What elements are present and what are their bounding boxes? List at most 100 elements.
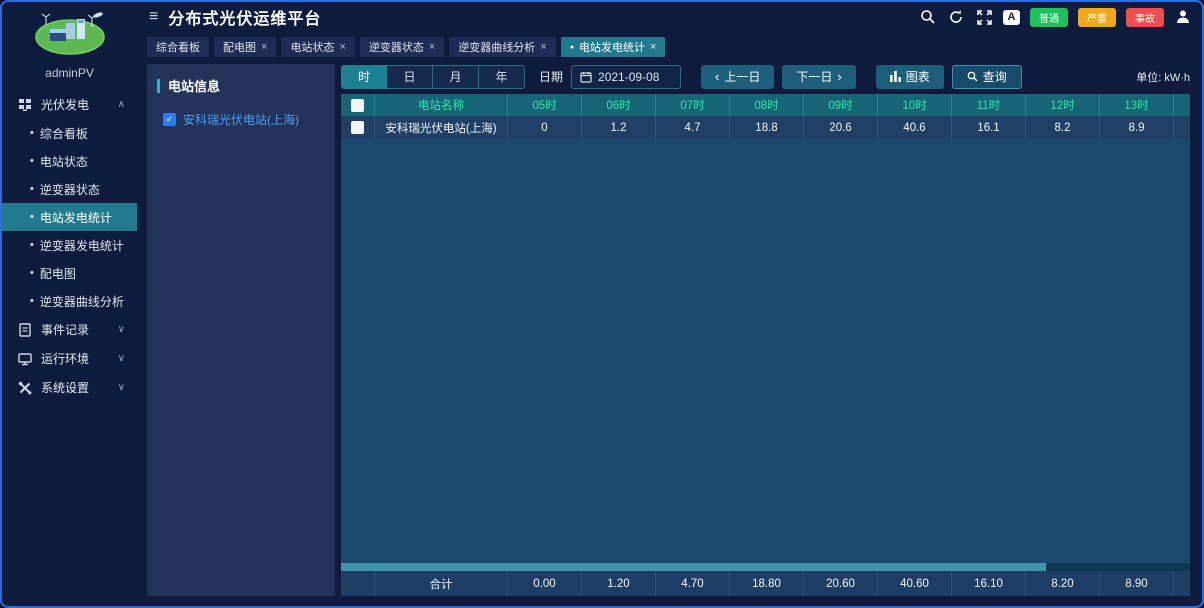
- period-hour-button[interactable]: 时: [341, 64, 387, 89]
- next-day-button[interactable]: 下一日 ›: [782, 64, 856, 89]
- solar-panel-icon: [18, 98, 32, 112]
- app-logo: [2, 2, 137, 60]
- tab-dashboard[interactable]: 综合看板: [147, 37, 209, 57]
- totals-cell-11: 16.10: [952, 571, 1026, 596]
- table-totals-row: 合计 0.00 1.20 4.70 18.80 20.60 40.60 16.1…: [341, 571, 1190, 596]
- header-cell-07: 07时: [656, 94, 730, 116]
- sidebar-item-label: 综合看板: [39, 126, 88, 141]
- refresh-icon[interactable]: [947, 8, 965, 26]
- sidebar-item-label: 电站发电统计: [39, 210, 112, 225]
- sidebar-item-inverter-curve-analysis[interactable]: • 逆变器曲线分析: [2, 287, 137, 315]
- sidebar-section-operating-environment[interactable]: 运行环境 ∨: [2, 344, 137, 373]
- row-cell-11: 16.1: [952, 116, 1026, 139]
- font-size-icon[interactable]: A: [1003, 9, 1020, 25]
- date-input[interactable]: 2021-09-08: [571, 64, 682, 89]
- work-area: 时 日 月 年 日期 2021-09-08 ‹ 上一日: [341, 64, 1190, 596]
- title-accent-bar: [157, 78, 160, 93]
- checkbox-checked-icon[interactable]: ✓: [163, 113, 176, 126]
- row-cell-12: 8.2: [1026, 116, 1100, 139]
- select-all-checkbox[interactable]: [351, 98, 364, 112]
- totals-label: 合计: [375, 571, 508, 596]
- period-month-button[interactable]: 月: [433, 64, 479, 89]
- tab-inverter-status[interactable]: 逆变器状态 ×: [359, 37, 445, 57]
- sidebar-item-station-status[interactable]: • 电站状态: [2, 147, 137, 175]
- sidebar-item-inverter-generation-stats[interactable]: • 逆变器发电统计: [2, 231, 137, 259]
- sidebar-item-label: 逆变器曲线分析: [39, 294, 124, 309]
- row-cell-06: 1.2: [582, 116, 656, 139]
- station-info-panel: 电站信息 ✓ 安科瑞光伏电站(上海): [147, 64, 335, 596]
- period-segmented-control: 时 日 月 年: [341, 64, 525, 89]
- tab-distribution-diagram[interactable]: 配电图 ×: [214, 37, 277, 57]
- close-icon[interactable]: ×: [339, 41, 346, 53]
- close-icon[interactable]: ×: [261, 41, 268, 53]
- date-label: 日期: [539, 70, 564, 84]
- sidebar: adminPV 光伏发电 ∧ • 综合看板 • 电站状态 • 逆变器状态: [2, 2, 137, 606]
- period-year-button[interactable]: 年: [479, 64, 525, 89]
- tab-inverter-curve-analysis[interactable]: 逆变器曲线分析 ×: [449, 37, 556, 57]
- tools-icon: [18, 381, 32, 395]
- period-day-button[interactable]: 日: [387, 64, 433, 89]
- scrollbar-thumb[interactable]: [341, 563, 1046, 571]
- previous-day-label: 上一日: [724, 70, 761, 84]
- previous-day-button[interactable]: ‹ 上一日: [701, 64, 775, 89]
- main-area: ≡ 分布式光伏运维平台 A 普通 严重 事故: [137, 2, 1202, 606]
- header-cell-checkbox: [341, 94, 375, 116]
- close-icon[interactable]: ×: [649, 41, 657, 53]
- chevron-right-icon: ›: [837, 69, 842, 84]
- sidebar-item-label: 配电图: [39, 266, 76, 281]
- header-cell-14: 14时: [1174, 94, 1190, 116]
- alarm-badge-normal[interactable]: 普通: [1030, 7, 1068, 27]
- query-button[interactable]: 查询: [951, 64, 1022, 89]
- fullscreen-icon[interactable]: [975, 8, 993, 26]
- header-cell-06: 06时: [582, 94, 656, 116]
- sidebar-section-system-settings[interactable]: 系统设置 ∨: [2, 373, 137, 402]
- alarm-badge-accident[interactable]: 事故: [1126, 7, 1164, 27]
- sidebar-item-inverter-status[interactable]: • 逆变器状态: [2, 175, 137, 203]
- bullet-icon: •: [30, 183, 34, 195]
- table-row: 安科瑞光伏电站(上海) 0 1.2 4.7 18.8 20.6 40.6 16.…: [341, 116, 1190, 139]
- row-checkbox[interactable]: [351, 121, 364, 134]
- alarm-badge-severe[interactable]: 严重: [1078, 7, 1116, 27]
- chevron-left-icon: ‹: [715, 69, 720, 84]
- tab-label: 逆变器状态: [368, 42, 424, 54]
- tab-label: 配电图: [223, 42, 256, 54]
- close-icon[interactable]: ×: [540, 41, 547, 53]
- totals-cell-07: 4.70: [656, 571, 730, 596]
- bullet-icon: •: [30, 127, 34, 139]
- header-cell-09: 09时: [804, 94, 878, 116]
- close-icon[interactable]: ×: [428, 41, 436, 53]
- sidebar-nav: 光伏发电 ∧ • 综合看板 • 电站状态 • 逆变器状态 • 电站发电统计 • …: [2, 90, 137, 606]
- header-cell-05: 05时: [508, 94, 582, 116]
- query-toolbar: 时 日 月 年 日期 2021-09-08 ‹ 上一日: [341, 64, 1190, 89]
- header-cell-13: 13时: [1100, 94, 1174, 116]
- user-icon[interactable]: [1174, 8, 1192, 26]
- tab-label: 逆变器曲线分析: [458, 42, 536, 54]
- sidebar-item-dashboard[interactable]: • 综合看板: [2, 119, 137, 147]
- table-empty-area: [341, 139, 1190, 563]
- station-checkbox-item[interactable]: ✓ 安科瑞光伏电站(上海): [157, 111, 325, 128]
- bullet-icon: •: [30, 267, 34, 279]
- panel-title: 电站信息: [157, 76, 325, 95]
- chart-button[interactable]: 图表: [875, 64, 944, 89]
- header-actions: A 普通 严重 事故: [919, 7, 1192, 27]
- bullet-icon: •: [30, 155, 34, 167]
- header-cell-station-name: 电站名称: [375, 94, 508, 116]
- hamburger-menu-icon[interactable]: ≡: [149, 8, 159, 25]
- chevron-down-icon: ∨: [117, 382, 125, 393]
- sidebar-section-pv-generation[interactable]: 光伏发电 ∧: [2, 90, 137, 119]
- page-title: 分布式光伏运维平台: [168, 11, 322, 28]
- sidebar-section-event-records[interactable]: 事件记录 ∨: [2, 315, 137, 344]
- sidebar-item-distribution-diagram[interactable]: • 配电图: [2, 259, 137, 287]
- search-icon[interactable]: [919, 8, 937, 26]
- tab-station-generation-stats[interactable]: ● 电站发电统计 ×: [560, 37, 666, 57]
- row-cell-checkbox: [341, 116, 375, 139]
- sidebar-item-station-generation-stats[interactable]: • 电站发电统计: [2, 203, 137, 231]
- bullet-icon: •: [30, 239, 34, 251]
- totals-cell-13: 8.90: [1100, 571, 1174, 596]
- sidebar-section-label: 事件记录: [41, 323, 90, 337]
- tab-bar: 综合看板 配电图 × 电站状态 × 逆变器状态 × 逆变器曲线分析 × ● 电站…: [137, 32, 1202, 57]
- horizontal-scrollbar: [341, 563, 1190, 571]
- totals-cell-09: 20.60: [804, 571, 878, 596]
- tab-station-status[interactable]: 电站状态 ×: [281, 37, 355, 57]
- chart-button-label: 图表: [905, 70, 930, 84]
